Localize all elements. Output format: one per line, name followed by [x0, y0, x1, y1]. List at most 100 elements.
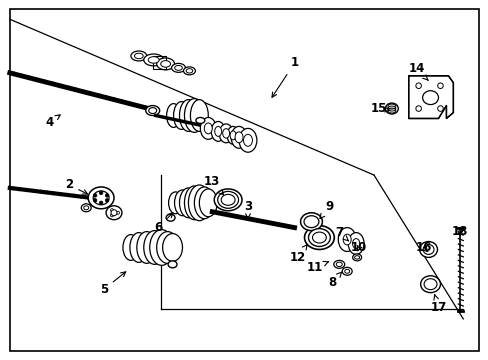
Ellipse shape — [304, 216, 318, 228]
Circle shape — [415, 106, 421, 111]
Ellipse shape — [166, 104, 180, 127]
Ellipse shape — [214, 189, 242, 211]
Ellipse shape — [352, 239, 359, 248]
Ellipse shape — [148, 57, 159, 63]
Text: 9: 9 — [319, 200, 333, 219]
Text: 4: 4 — [45, 115, 60, 129]
Ellipse shape — [156, 231, 178, 264]
Ellipse shape — [131, 51, 146, 61]
Ellipse shape — [174, 66, 182, 70]
Text: 1: 1 — [271, 57, 298, 97]
Text: 12: 12 — [289, 245, 306, 264]
Ellipse shape — [106, 206, 122, 220]
Ellipse shape — [420, 276, 440, 293]
Ellipse shape — [243, 134, 252, 146]
Ellipse shape — [199, 189, 217, 217]
Polygon shape — [408, 76, 452, 118]
Ellipse shape — [347, 233, 364, 255]
Ellipse shape — [134, 53, 143, 59]
Ellipse shape — [342, 267, 351, 275]
Text: 5: 5 — [100, 272, 125, 296]
Ellipse shape — [422, 244, 433, 255]
Ellipse shape — [179, 188, 197, 218]
Ellipse shape — [226, 126, 239, 144]
Text: 2: 2 — [65, 179, 87, 194]
Ellipse shape — [83, 206, 88, 210]
Ellipse shape — [171, 63, 185, 72]
Ellipse shape — [222, 129, 229, 138]
Text: 17: 17 — [429, 295, 446, 314]
Ellipse shape — [130, 233, 147, 262]
Ellipse shape — [179, 100, 197, 131]
Ellipse shape — [338, 228, 355, 251]
Ellipse shape — [344, 269, 349, 273]
Ellipse shape — [184, 186, 204, 220]
Ellipse shape — [166, 214, 175, 221]
Ellipse shape — [194, 187, 214, 219]
Text: 7: 7 — [334, 226, 348, 241]
Circle shape — [99, 201, 102, 204]
Ellipse shape — [304, 226, 334, 249]
Ellipse shape — [230, 131, 236, 140]
Ellipse shape — [211, 121, 224, 141]
Ellipse shape — [239, 129, 256, 152]
Circle shape — [437, 106, 442, 111]
Ellipse shape — [300, 213, 322, 231]
Ellipse shape — [235, 132, 243, 143]
Text: 6: 6 — [154, 213, 172, 234]
Text: 3: 3 — [244, 200, 251, 219]
Circle shape — [105, 194, 109, 197]
Ellipse shape — [221, 194, 235, 205]
Ellipse shape — [122, 235, 139, 260]
Ellipse shape — [143, 231, 165, 264]
Ellipse shape — [333, 260, 344, 268]
Ellipse shape — [156, 58, 174, 70]
Ellipse shape — [219, 124, 233, 143]
Circle shape — [110, 214, 113, 217]
Ellipse shape — [422, 91, 438, 105]
Circle shape — [93, 194, 97, 197]
Ellipse shape — [217, 192, 238, 208]
Ellipse shape — [352, 254, 361, 261]
Text: 10: 10 — [350, 241, 366, 254]
Ellipse shape — [385, 103, 398, 114]
Ellipse shape — [214, 126, 221, 136]
Ellipse shape — [188, 185, 210, 221]
Ellipse shape — [336, 262, 342, 266]
Ellipse shape — [343, 234, 350, 245]
Ellipse shape — [161, 60, 170, 67]
Circle shape — [93, 199, 97, 202]
Ellipse shape — [88, 187, 114, 209]
Ellipse shape — [173, 102, 189, 129]
Ellipse shape — [308, 229, 330, 247]
Ellipse shape — [419, 242, 437, 257]
Ellipse shape — [312, 232, 325, 243]
Text: 13: 13 — [203, 175, 223, 195]
Ellipse shape — [145, 105, 160, 116]
Ellipse shape — [168, 261, 177, 268]
Ellipse shape — [81, 204, 91, 212]
Circle shape — [437, 83, 442, 89]
Ellipse shape — [137, 231, 156, 264]
Ellipse shape — [93, 191, 109, 205]
Ellipse shape — [186, 69, 192, 73]
Text: 16: 16 — [415, 241, 431, 254]
Circle shape — [116, 211, 119, 214]
Text: 8: 8 — [327, 272, 341, 289]
Circle shape — [99, 191, 102, 195]
Ellipse shape — [196, 117, 204, 123]
Ellipse shape — [423, 279, 436, 290]
Ellipse shape — [168, 192, 182, 214]
Ellipse shape — [231, 126, 246, 148]
Ellipse shape — [149, 230, 173, 265]
Circle shape — [415, 83, 421, 89]
Circle shape — [105, 199, 109, 202]
Ellipse shape — [204, 123, 212, 134]
Text: 11: 11 — [305, 261, 328, 274]
Text: 18: 18 — [451, 225, 468, 238]
Ellipse shape — [174, 190, 190, 216]
Ellipse shape — [200, 117, 216, 139]
Text: 15: 15 — [370, 102, 389, 115]
Ellipse shape — [354, 256, 359, 259]
Ellipse shape — [148, 108, 156, 113]
